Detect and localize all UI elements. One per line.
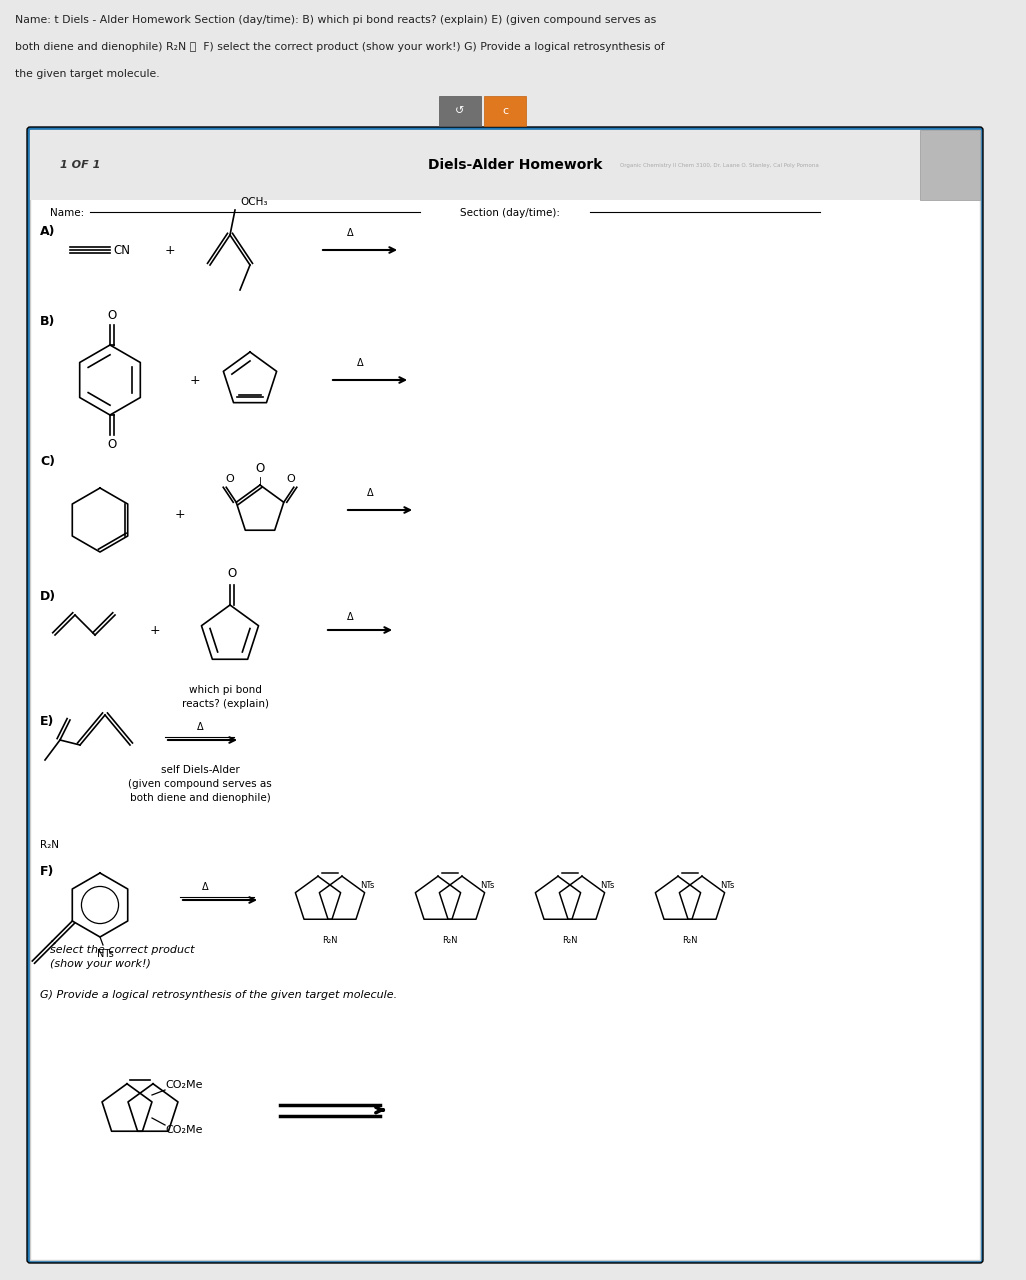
Text: +: + xyxy=(150,623,160,636)
Text: CO₂Me: CO₂Me xyxy=(165,1080,202,1091)
Text: O: O xyxy=(107,438,116,451)
Text: R₂N: R₂N xyxy=(682,936,698,945)
Text: Δ: Δ xyxy=(366,488,373,498)
FancyBboxPatch shape xyxy=(30,131,980,1260)
Text: Organic Chemistry II Chem 3100, Dr. Laane O. Stanley, Cal Poly Pomona: Organic Chemistry II Chem 3100, Dr. Laan… xyxy=(620,163,819,168)
Text: Diels-Alder Homework: Diels-Alder Homework xyxy=(428,157,602,172)
Text: Δ: Δ xyxy=(357,358,363,369)
Text: A): A) xyxy=(40,225,55,238)
Text: self Diels-Alder
(given compound serves as
both diene and dienophile): self Diels-Alder (given compound serves … xyxy=(128,765,272,803)
Text: F): F) xyxy=(40,865,54,878)
Text: Δ: Δ xyxy=(197,722,203,732)
Text: select the correct product
(show your work!): select the correct product (show your wo… xyxy=(50,945,195,969)
Text: which pi bond
reacts? (explain): which pi bond reacts? (explain) xyxy=(182,685,269,709)
Text: OCH₃: OCH₃ xyxy=(240,197,268,207)
Text: O: O xyxy=(107,308,116,323)
FancyBboxPatch shape xyxy=(439,96,481,125)
Text: +: + xyxy=(174,508,186,521)
Text: +: + xyxy=(165,243,175,256)
Text: O: O xyxy=(255,462,265,475)
Text: O: O xyxy=(227,567,236,580)
Text: C): C) xyxy=(40,454,55,468)
Polygon shape xyxy=(920,131,980,200)
Text: G) Provide a logical retrosynthesis of the given target molecule.: G) Provide a logical retrosynthesis of t… xyxy=(40,989,397,1000)
Text: CO₂Me: CO₂Me xyxy=(165,1125,202,1135)
Text: R₂N: R₂N xyxy=(562,936,578,945)
Text: +: + xyxy=(190,374,200,387)
Text: Name:: Name: xyxy=(50,207,84,218)
FancyBboxPatch shape xyxy=(27,127,983,1263)
Text: NTs: NTs xyxy=(480,882,495,891)
Text: R₂N: R₂N xyxy=(40,840,60,850)
Text: NTs: NTs xyxy=(720,882,735,891)
Text: ↺: ↺ xyxy=(456,106,465,116)
Text: both diene and dienophile) R₂N 、  F) select the correct product (show your work!: both diene and dienophile) R₂N 、 F) sele… xyxy=(15,42,665,52)
FancyBboxPatch shape xyxy=(30,131,980,200)
Text: Δ: Δ xyxy=(202,882,208,892)
Text: NTs: NTs xyxy=(600,882,615,891)
Text: Section (day/time):: Section (day/time): xyxy=(460,207,560,218)
Text: Δ: Δ xyxy=(347,612,353,622)
Text: E): E) xyxy=(40,716,54,728)
Text: R₂N: R₂N xyxy=(322,936,338,945)
Text: c: c xyxy=(502,106,508,116)
Text: O: O xyxy=(226,475,234,484)
Text: Δ: Δ xyxy=(347,228,353,238)
Text: Name: t Diels - Alder Homework Section (day/time): B) which pi bond reacts? (exp: Name: t Diels - Alder Homework Section (… xyxy=(15,15,657,26)
Text: D): D) xyxy=(40,590,56,603)
Text: the given target molecule.: the given target molecule. xyxy=(15,69,160,79)
Text: NTs: NTs xyxy=(360,882,374,891)
FancyBboxPatch shape xyxy=(484,96,526,125)
Text: 1 OF 1: 1 OF 1 xyxy=(60,160,101,170)
Text: CN: CN xyxy=(113,243,130,256)
Text: R₂N: R₂N xyxy=(442,936,458,945)
Text: B): B) xyxy=(40,315,55,328)
Text: O: O xyxy=(286,475,294,484)
Text: NTs: NTs xyxy=(96,948,114,959)
